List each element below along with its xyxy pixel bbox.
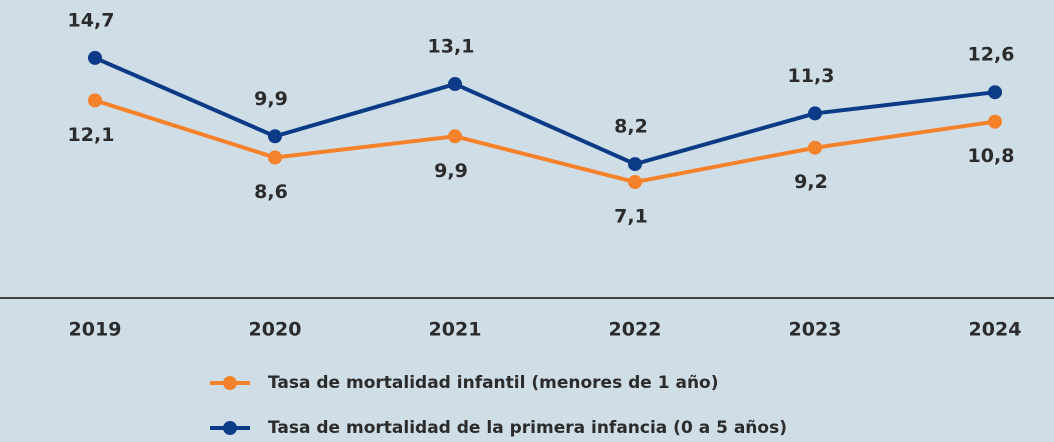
data-label: 12,1 — [68, 124, 115, 146]
data-label: 7,1 — [614, 206, 648, 228]
data-label: 9,9 — [254, 88, 288, 110]
legend-marker — [223, 421, 237, 435]
legend-label: Tasa de mortalidad de la primera infanci… — [268, 418, 787, 438]
data-point — [448, 77, 462, 92]
series-line — [94, 56, 996, 167]
x-tick-label: 2021 — [429, 319, 482, 341]
data-point — [448, 129, 462, 144]
x-tick-label: 2024 — [969, 319, 1022, 341]
data-label: 14,7 — [68, 9, 115, 31]
data-label: 11,3 — [788, 65, 835, 87]
data-point — [268, 129, 282, 144]
data-label: 10,8 — [968, 145, 1015, 167]
data-point — [808, 106, 822, 121]
data-label: 13,1 — [428, 36, 475, 58]
legend-label: Tasa de mortalidad infantil (menores de … — [268, 373, 719, 393]
data-point — [268, 150, 282, 165]
data-point — [88, 50, 102, 65]
x-tick-label: 2020 — [249, 319, 302, 341]
data-point — [988, 85, 1002, 100]
data-label: 12,6 — [968, 44, 1015, 66]
data-point — [628, 157, 642, 172]
x-tick-label: 2023 — [789, 319, 842, 341]
data-point — [808, 140, 822, 155]
data-point — [988, 114, 1002, 129]
data-label: 8,2 — [614, 116, 648, 138]
x-tick-label: 2022 — [609, 319, 662, 341]
x-tick-label: 2019 — [69, 319, 122, 341]
data-label: 9,9 — [434, 160, 468, 182]
data-label: 9,2 — [794, 171, 828, 193]
data-point — [628, 175, 642, 190]
data-label: 8,6 — [254, 181, 288, 203]
data-point — [88, 93, 102, 108]
legend-marker — [223, 376, 237, 390]
series-line — [94, 98, 996, 185]
